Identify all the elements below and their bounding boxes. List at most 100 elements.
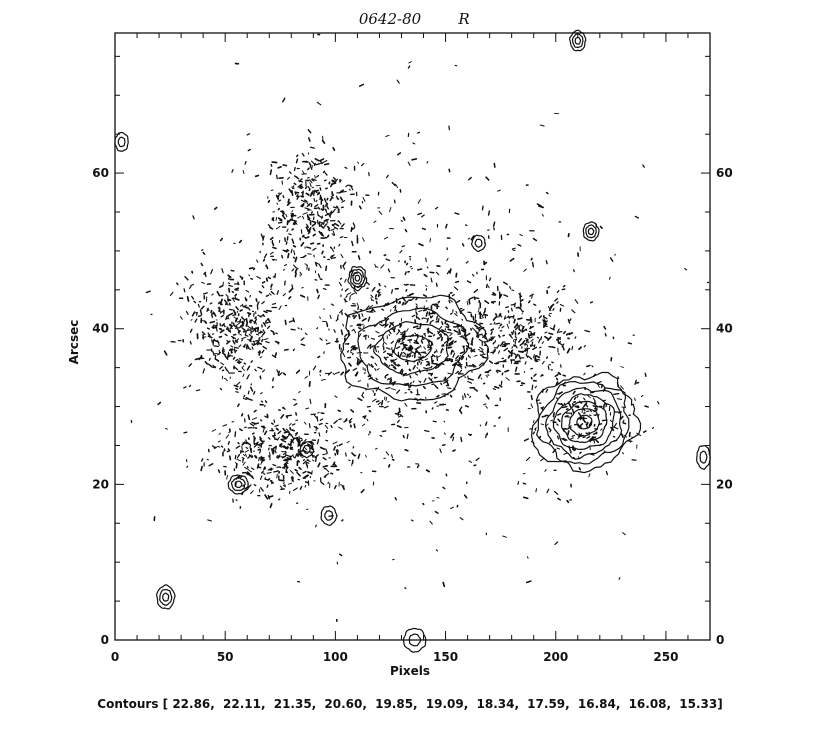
noise-speck xyxy=(454,313,458,317)
noise-speck xyxy=(313,425,319,430)
noise-speck xyxy=(241,303,244,308)
noise-speck xyxy=(474,297,480,300)
noise-speck xyxy=(434,206,439,210)
noise-speck xyxy=(324,473,329,477)
noise-speck xyxy=(492,291,497,296)
noise-speck xyxy=(282,164,288,167)
noise-speck xyxy=(325,187,328,190)
noise-speck xyxy=(225,379,228,382)
noise-speck xyxy=(455,272,458,278)
noise-speck xyxy=(416,366,419,369)
plot-frame xyxy=(114,32,711,641)
noise-speck xyxy=(224,333,228,337)
noise-speck xyxy=(584,329,591,333)
noise-speck xyxy=(374,362,378,366)
contour-ring xyxy=(544,387,623,460)
noise-speck xyxy=(435,549,438,552)
noise-speck xyxy=(490,300,496,303)
noise-speck xyxy=(237,403,240,408)
noise-speck xyxy=(376,291,381,294)
noise-speck xyxy=(242,461,246,466)
noise-speck xyxy=(268,495,274,499)
noise-speck xyxy=(241,336,247,340)
noise-speck xyxy=(602,403,605,409)
noise-speck xyxy=(289,455,292,460)
noise-speck xyxy=(434,376,438,379)
noise-speck xyxy=(227,315,230,320)
noise-speck xyxy=(224,302,229,306)
noise-speck xyxy=(592,404,597,408)
noise-speck xyxy=(254,316,257,319)
noise-speck xyxy=(286,176,291,180)
noise-speck xyxy=(272,246,277,250)
contour-ring xyxy=(552,393,616,451)
noise-speck xyxy=(544,331,548,334)
noise-speck xyxy=(530,257,533,261)
noise-speck xyxy=(211,429,217,432)
noise-speck xyxy=(340,371,345,376)
noise-speck xyxy=(561,288,566,291)
noise-speck xyxy=(239,385,242,390)
noise-speck xyxy=(552,307,555,311)
noise-speck xyxy=(338,426,343,430)
noise-speck xyxy=(518,327,522,332)
noise-speck xyxy=(431,359,434,365)
noise-speck xyxy=(521,382,524,385)
noise-speck xyxy=(315,199,318,203)
noise-speck xyxy=(352,222,356,228)
noise-speck xyxy=(320,378,326,381)
noise-speck xyxy=(245,396,251,401)
noise-speck xyxy=(374,367,377,371)
noise-speck xyxy=(384,285,387,288)
noise-speck xyxy=(331,179,336,183)
noise-speck xyxy=(265,277,269,282)
noise-speck xyxy=(401,333,406,338)
noise-speck xyxy=(592,397,596,401)
noise-speck xyxy=(536,399,540,402)
noise-speck xyxy=(249,386,254,392)
noise-speck xyxy=(380,400,384,406)
noise-speck xyxy=(223,324,226,328)
noise-speck xyxy=(498,384,503,388)
noise-speck xyxy=(361,313,364,317)
noise-speck xyxy=(385,387,391,390)
noise-speck xyxy=(552,324,556,331)
noise-speck xyxy=(317,273,321,279)
noise-speck xyxy=(459,355,462,358)
noise-speck xyxy=(339,196,344,201)
noise-speck xyxy=(547,336,552,341)
noise-speck xyxy=(487,210,491,216)
noise-speck xyxy=(308,423,311,429)
noise-speck xyxy=(223,299,228,304)
noise-speck xyxy=(285,213,288,218)
noise-speck xyxy=(218,327,223,331)
noise-speck xyxy=(341,519,344,522)
noise-speck xyxy=(225,434,229,439)
noise-speck xyxy=(296,154,299,158)
noise-speck xyxy=(316,101,322,106)
noise-speck xyxy=(556,328,560,334)
noise-speck xyxy=(218,432,221,435)
noise-speck xyxy=(409,385,412,388)
noise-speck xyxy=(272,463,277,467)
noise-speck xyxy=(573,269,575,273)
noise-speck xyxy=(522,496,529,500)
noise-speck xyxy=(237,453,241,457)
noise-speck xyxy=(558,331,563,333)
noise-speck xyxy=(248,274,251,277)
noise-speck xyxy=(564,415,569,418)
noise-speck xyxy=(417,199,421,204)
noise-speck xyxy=(557,338,560,344)
noise-speck xyxy=(519,233,523,237)
noise-speck xyxy=(566,499,570,504)
noise-speck xyxy=(234,462,237,464)
noise-speck xyxy=(204,272,207,277)
noise-speck xyxy=(418,242,424,247)
noise-speck xyxy=(409,292,414,296)
noise-speck xyxy=(468,460,472,463)
noise-speck xyxy=(304,438,307,442)
noise-speck xyxy=(506,323,510,329)
noise-speck xyxy=(556,413,562,416)
noise-speck xyxy=(296,194,299,198)
noise-speck xyxy=(302,254,307,259)
